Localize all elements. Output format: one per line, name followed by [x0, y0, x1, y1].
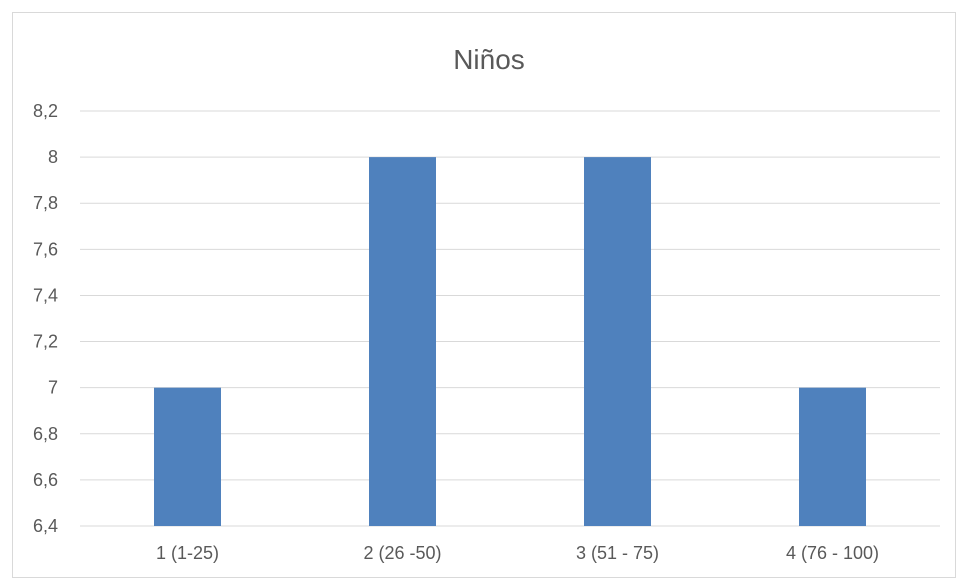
bar — [369, 157, 436, 526]
y-axis-tick-labels: 6,4 6,6 6,8 7 7,2 7,4 7,6 7,8 8 8,2 — [33, 101, 58, 536]
y-tick-label: 6,4 — [33, 516, 58, 536]
y-tick-label: 8 — [48, 147, 58, 167]
chart-title: Niños — [453, 44, 525, 75]
y-tick-label: 7,6 — [33, 239, 58, 259]
bars — [154, 157, 866, 526]
x-tick-label: 4 (76 - 100) — [786, 543, 879, 563]
x-axis-tick-labels: 1 (1-25) 2 (26 -50) 3 (51 - 75) 4 (76 - 100… — [156, 543, 879, 563]
bar — [799, 387, 866, 526]
x-tick-label: 3 (51 - 75) — [576, 543, 659, 563]
x-tick-label: 2 (26 -50) — [363, 543, 441, 563]
bar — [584, 157, 651, 526]
gridlines — [80, 110, 940, 527]
y-tick-label: 8,2 — [33, 101, 58, 121]
y-tick-label: 7,2 — [33, 332, 58, 352]
x-tick-label: 1 (1-25) — [156, 543, 219, 563]
bar — [154, 387, 221, 526]
y-tick-label: 6,6 — [33, 470, 58, 490]
y-tick-label: 7 — [48, 378, 58, 398]
y-tick-label: 7,8 — [33, 193, 58, 213]
y-tick-label: 7,4 — [33, 285, 58, 305]
y-tick-label: 6,8 — [33, 424, 58, 444]
